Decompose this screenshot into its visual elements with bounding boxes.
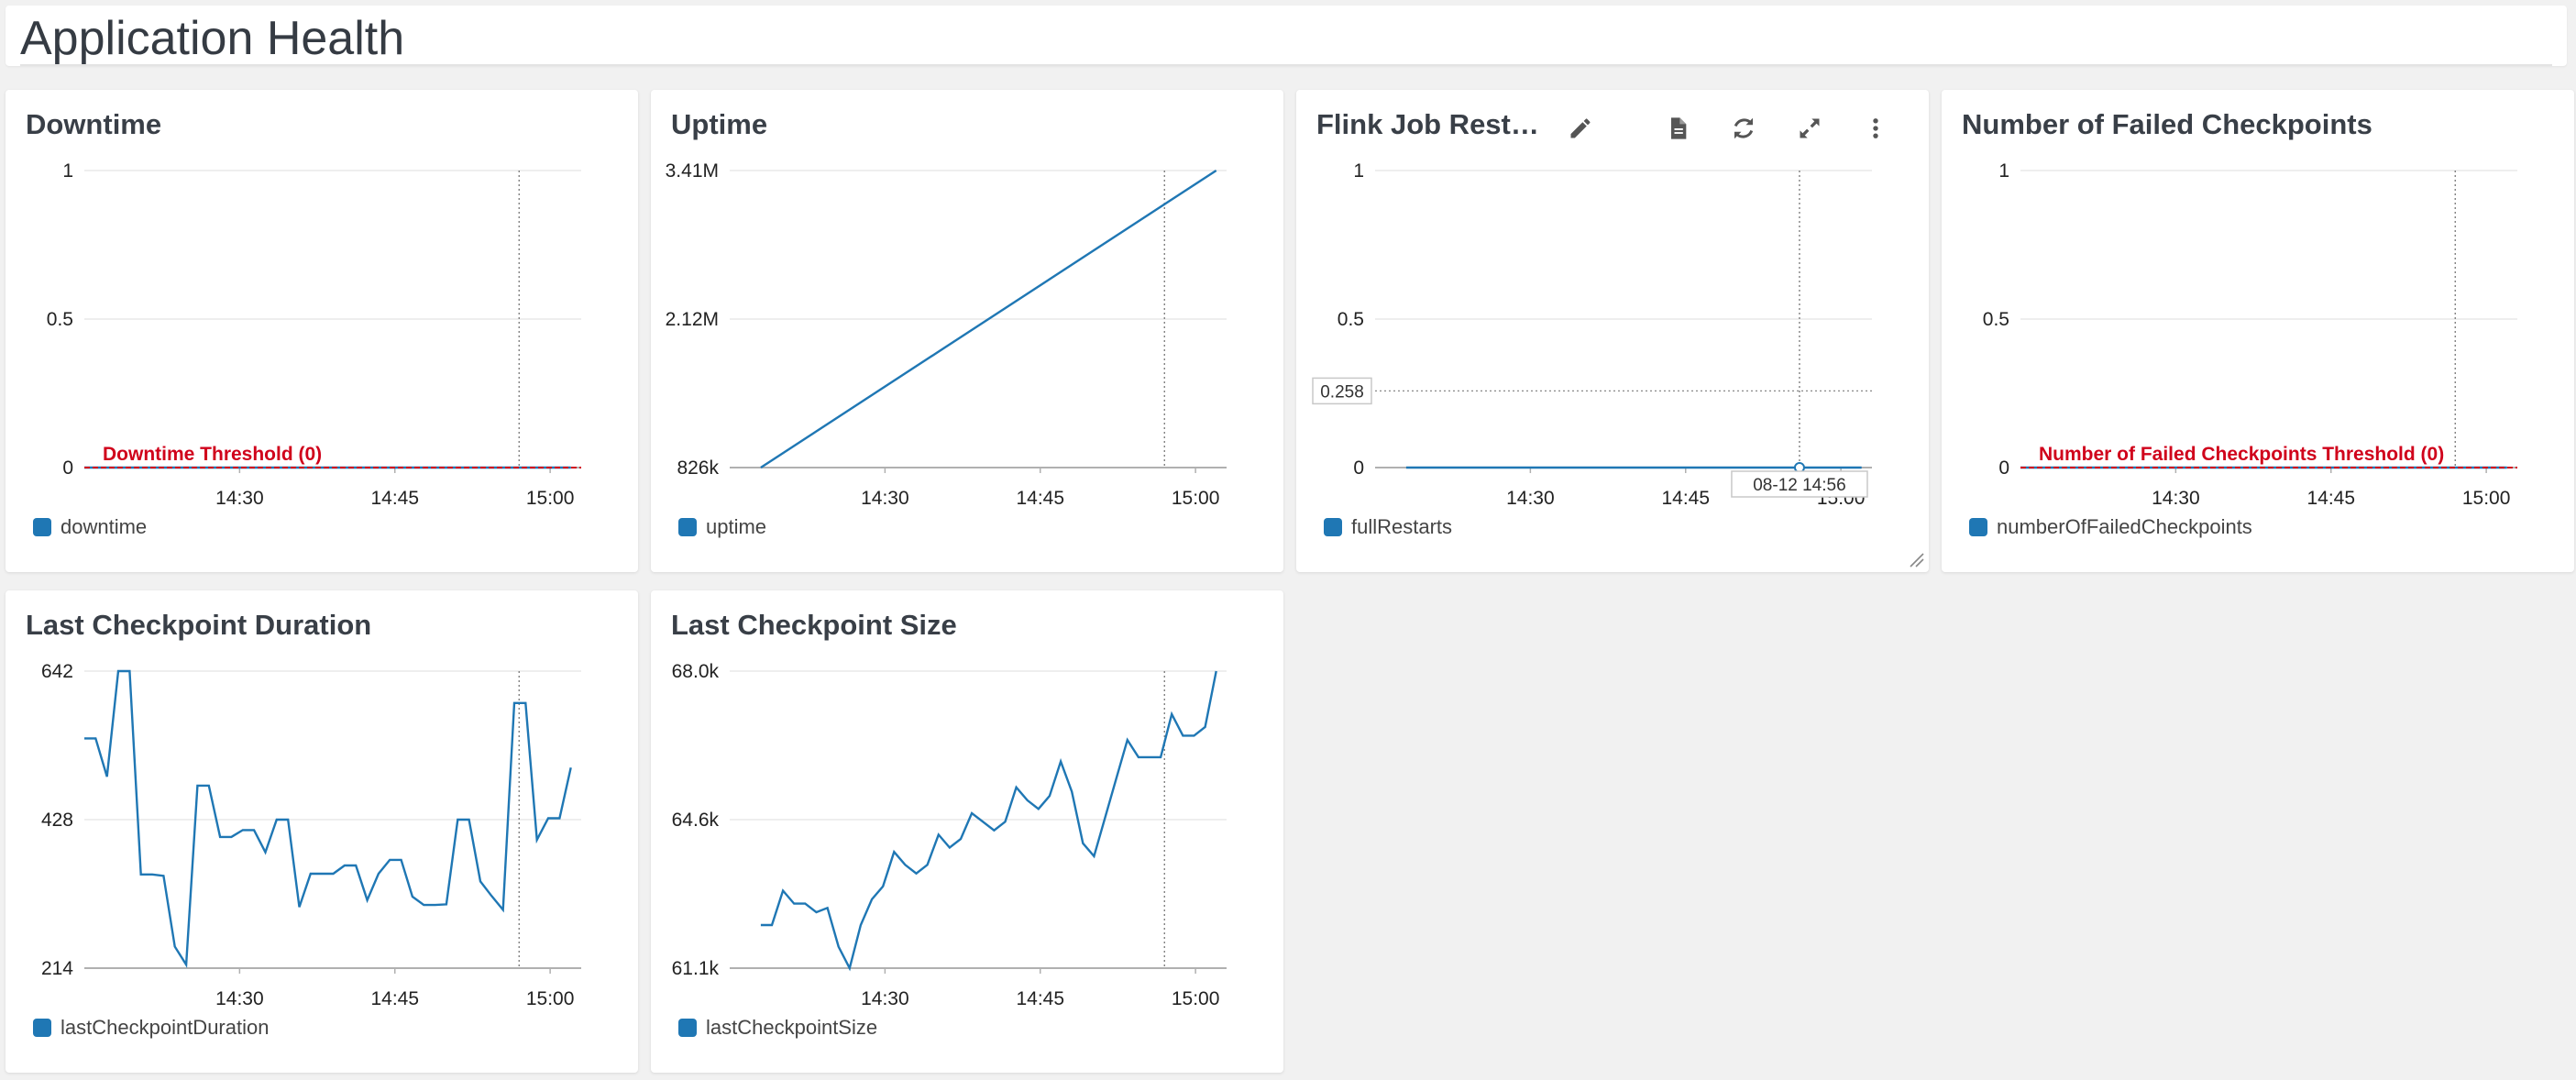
legend-swatch xyxy=(33,518,51,536)
resize-icon[interactable] xyxy=(1905,548,1925,568)
pencil-icon xyxy=(1570,118,1591,138)
x-tick-label: 14:45 xyxy=(1016,988,1064,1009)
x-hover-tooltip xyxy=(1731,470,1868,498)
legend-item[interactable]: uptime xyxy=(678,515,766,539)
x-tick-label: 14:30 xyxy=(1506,488,1555,509)
series-line-uptime xyxy=(760,169,1217,469)
expand-icon xyxy=(1800,118,1820,138)
y-tick-label: 1 xyxy=(1353,160,1364,182)
edit-button[interactable] xyxy=(1562,110,1599,147)
legend-label: lastCheckpointSize xyxy=(706,1016,878,1039)
y-tick-label: 0 xyxy=(62,457,73,479)
x-tick-label: 15:00 xyxy=(526,988,575,1009)
document-icon xyxy=(1671,117,1687,139)
x-tick-label: 15:00 xyxy=(526,488,575,509)
y-tick-label: 1 xyxy=(62,160,73,182)
expand-button[interactable] xyxy=(1791,110,1828,147)
x-tick-label: 14:30 xyxy=(2152,488,2200,509)
x-tick-label: 14:45 xyxy=(1016,488,1064,509)
widget-checkpoint-size[interactable]: Last Checkpoint Size 68.0k 64.6k 61.1k 14:3… xyxy=(651,590,1283,1073)
legend-swatch xyxy=(678,518,697,536)
more-actions-button[interactable] xyxy=(1857,110,1894,147)
y-tick-label: 642 xyxy=(41,661,73,682)
widget-checkpoint-duration[interactable]: Last Checkpoint Duration 642 428 214 14:30 1… xyxy=(6,590,638,1073)
widget-downtime[interactable]: Downtime 1 0.5 0 14:30 14:45 15:00 Downtime Th… xyxy=(6,90,638,572)
y-tick-label: 0 xyxy=(1353,457,1364,479)
refresh-button[interactable] xyxy=(1725,110,1762,147)
y-hover-value: 0.258 xyxy=(1320,382,1364,402)
legend-item[interactable]: fullRestarts xyxy=(1324,515,1452,539)
legend-item[interactable]: downtime xyxy=(33,515,147,539)
more-vertical-icon xyxy=(1873,118,1878,138)
y-tick-label: 3.41M xyxy=(666,160,719,182)
x-tick-label: 15:00 xyxy=(1172,988,1220,1009)
widget-title: Number of Failed Checkpoints xyxy=(1962,108,2372,140)
y-tick-label: 2.12M xyxy=(666,309,719,330)
y-tick-label: 0.5 xyxy=(47,309,73,330)
legend-label: lastCheckpointDuration xyxy=(61,1016,270,1039)
legend-swatch xyxy=(33,1019,51,1037)
x-tick-label: 14:45 xyxy=(2306,488,2355,509)
x-tick-label: 14:30 xyxy=(861,488,909,509)
series-line-lastCheckpointDuration xyxy=(84,669,572,968)
legend-label: numberOfFailedCheckpoints xyxy=(1997,515,2252,538)
y-hover-tooltip xyxy=(1312,377,1372,405)
x-tick-label: 14:30 xyxy=(861,988,909,1009)
header-divider xyxy=(20,64,2552,66)
widget-title: Flink Job Rest… xyxy=(1316,108,1539,140)
x-tick-label: 14:45 xyxy=(370,988,419,1009)
dashboard-header: Application Health xyxy=(6,6,2567,66)
widget-title: Uptime xyxy=(671,108,768,140)
legend-item[interactable]: lastCheckpointSize xyxy=(678,1016,877,1040)
legend-label: downtime xyxy=(61,515,148,538)
series-line-lastCheckpointSize xyxy=(760,670,1217,972)
refresh-icon xyxy=(1734,117,1754,139)
y-tick-label: 428 xyxy=(41,810,73,831)
threshold-label: Downtime Threshold (0) xyxy=(103,444,322,465)
chart-checkpoint-size: 68.0k 64.6k 61.1k 14:30 14:45 15:00 xyxy=(672,661,1227,1009)
legend-swatch xyxy=(1969,518,1987,536)
y-tick-label: 0.5 xyxy=(1338,309,1364,330)
x-tick-label: 15:00 xyxy=(1172,488,1220,509)
legend-label: fullRestarts xyxy=(1351,515,1453,538)
chart-downtime: 1 0.5 0 14:30 14:45 15:00 Downtime Threshold (… xyxy=(47,160,581,509)
y-tick-label: 0.5 xyxy=(1983,309,2009,330)
widget-uptime[interactable]: Uptime 3.41M 2.12M 826k 14:30 14:45 15:00 upt… xyxy=(651,90,1283,572)
legend-swatch xyxy=(1324,518,1342,536)
legend-label: uptime xyxy=(706,515,767,538)
x-tick-label: 14:45 xyxy=(370,488,419,509)
widget-title: Last Checkpoint Duration xyxy=(26,609,372,641)
widget-failed-checkpoints[interactable]: Number of Failed Checkpoints 1 0.5 0 14:30 1… xyxy=(1942,90,2574,572)
legend-item[interactable]: numberOfFailedCheckpoints xyxy=(1969,515,2252,539)
page-title: Application Health xyxy=(20,12,405,65)
chart-uptime: 3.41M 2.12M 826k 14:30 14:45 15:00 xyxy=(666,160,1227,509)
widget-flink-job-restarts[interactable]: Flink Job Rest… xyxy=(1296,90,1929,572)
widget-title: Downtime xyxy=(26,108,162,140)
y-tick-label: 826k xyxy=(677,457,719,479)
x-tick-label: 15:00 xyxy=(2462,488,2511,509)
y-tick-label: 68.0k xyxy=(672,661,720,682)
x-tick-label: 14:30 xyxy=(215,988,264,1009)
y-tick-label: 64.6k xyxy=(672,810,720,831)
legend-swatch xyxy=(678,1019,697,1037)
threshold-label: Number of Failed Checkpoints Threshold (… xyxy=(2039,444,2444,465)
chart-failed-checkpoints: 1 0.5 0 14:30 14:45 15:00 Number of Failed Che… xyxy=(1983,160,2517,509)
chart-checkpoint-duration: 642 428 214 14:30 14:45 15:00 xyxy=(41,661,581,1009)
y-tick-label: 214 xyxy=(41,958,73,979)
widget-title: Last Checkpoint Size xyxy=(671,609,957,641)
view-source-button[interactable] xyxy=(1659,110,1696,147)
widget-toolbar xyxy=(1562,110,1910,147)
legend-item[interactable]: lastCheckpointDuration xyxy=(33,1016,269,1040)
y-tick-label: 0 xyxy=(1998,457,2009,479)
x-tick-label: 14:30 xyxy=(215,488,264,509)
y-tick-label: 1 xyxy=(1998,160,2009,182)
x-tick-label: 14:45 xyxy=(1661,488,1710,509)
y-tick-label: 61.1k xyxy=(672,958,720,979)
x-hover-value: 08-12 14:56 xyxy=(1753,476,1845,495)
